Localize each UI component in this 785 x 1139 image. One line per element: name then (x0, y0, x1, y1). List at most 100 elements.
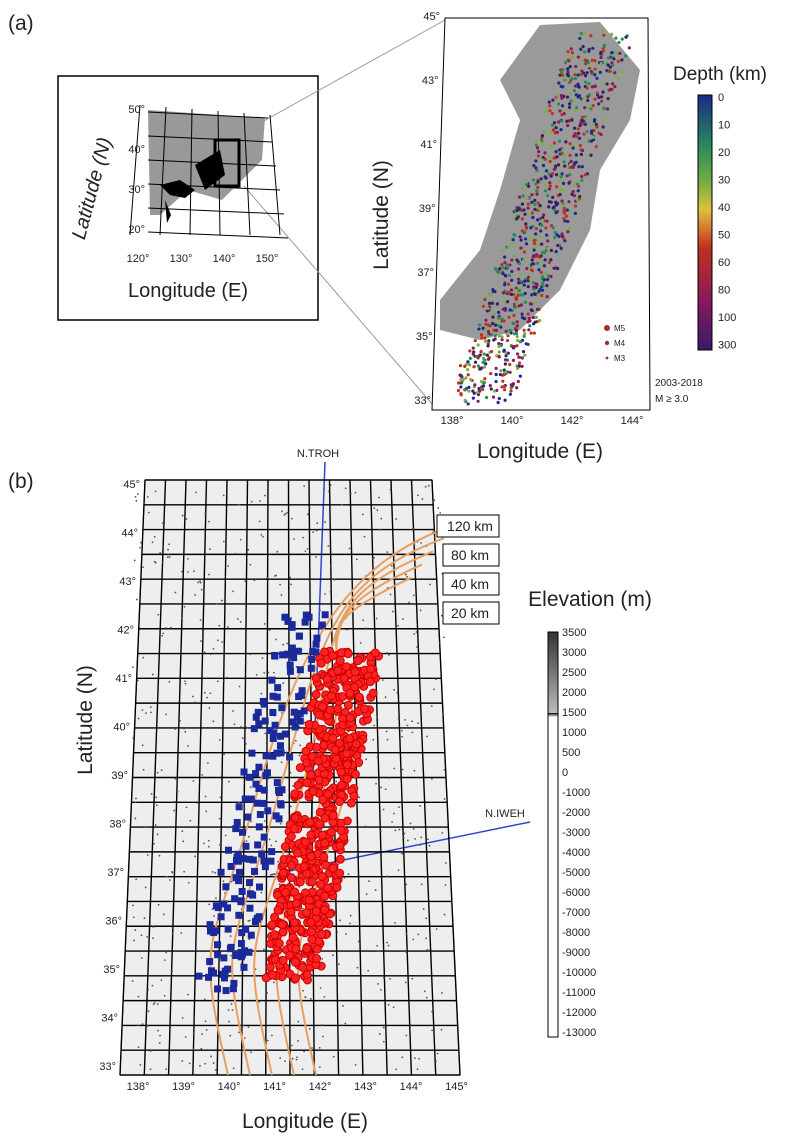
event-dot (489, 372, 492, 375)
event-dot (528, 324, 531, 327)
event-dot (555, 185, 558, 188)
event-dot (484, 319, 487, 322)
terrain-dot (431, 1011, 433, 1013)
lon-label: 138° (127, 1081, 150, 1093)
event-dot (606, 82, 609, 85)
terrain-dot (250, 786, 252, 788)
event-dot (611, 82, 614, 85)
station-marker (196, 973, 203, 980)
event-marker (323, 675, 331, 683)
event-marker (329, 812, 337, 820)
legend-symbol (606, 357, 609, 360)
event-dot (614, 37, 617, 40)
terrain-dot (204, 651, 206, 653)
event-dot (566, 67, 569, 70)
event-dot (533, 203, 536, 206)
event-dot (467, 386, 470, 389)
event-dot (607, 64, 610, 67)
lat-label: 44° (121, 528, 138, 540)
terrain-dot (368, 880, 370, 882)
event-dot (487, 330, 490, 333)
event-dot (515, 326, 518, 329)
event-dot (567, 200, 570, 203)
event-dot (512, 314, 515, 317)
note: 2003-2018 (655, 378, 703, 389)
event-dot (566, 230, 569, 233)
event-dot (590, 132, 593, 135)
terrain-dot (444, 798, 446, 800)
event-dot (560, 97, 563, 100)
terrain-dot (385, 788, 387, 790)
event-marker (306, 818, 314, 826)
event-dot (487, 358, 490, 361)
terrain-dot (386, 652, 388, 654)
terrain-dot (154, 561, 156, 563)
event-dot (574, 109, 577, 112)
terrain-dot (143, 769, 145, 771)
event-dot (515, 302, 518, 305)
station-marker (287, 668, 294, 675)
event-dot (483, 365, 486, 368)
terrain-dot (401, 736, 403, 738)
terrain-dot (169, 556, 171, 558)
event-dot (540, 177, 543, 180)
terrain-dot (332, 954, 334, 956)
event-dot (545, 169, 548, 172)
terrain-dot (365, 758, 367, 760)
terrain-dot (210, 653, 212, 655)
event-dot (601, 82, 604, 85)
terrain-dot (321, 958, 323, 960)
terrain-dot (205, 811, 207, 813)
terrain-dot (193, 1017, 195, 1019)
station-marker (244, 814, 251, 821)
event-dot (483, 377, 486, 380)
terrain-dot (165, 1068, 167, 1070)
event-dot (540, 224, 543, 227)
terrain-dot (171, 970, 173, 972)
terrain-dot (388, 654, 390, 656)
contour-label: 120 km (447, 518, 493, 534)
event-dot (524, 222, 527, 225)
event-dot (568, 119, 571, 122)
event-marker (287, 874, 295, 882)
event-dot (594, 85, 597, 88)
event-dot (493, 389, 496, 392)
terrain-dot (323, 996, 325, 998)
station-marker (292, 723, 299, 730)
event-dot (486, 344, 489, 347)
event-dot (457, 389, 460, 392)
station-marker (220, 900, 227, 907)
station-marker (270, 735, 277, 742)
terrain-dot (323, 487, 325, 489)
event-dot (566, 174, 569, 177)
terrain-dot (162, 632, 164, 634)
terrain-dot (244, 876, 246, 878)
event-dot (499, 373, 502, 376)
terrain-dot (241, 1051, 243, 1053)
terrain-dot (251, 501, 253, 503)
event-dot (486, 335, 489, 338)
station-label: N.IWEH (485, 808, 525, 820)
terrain-dot (186, 518, 188, 520)
terrain-dot (382, 679, 384, 681)
event-dot (506, 267, 509, 270)
station-marker (225, 926, 232, 933)
event-dot (500, 338, 503, 341)
event-dot (568, 154, 571, 157)
terrain-dot (319, 1066, 321, 1068)
event-dot (545, 109, 548, 112)
terrain-dot (253, 579, 255, 581)
event-marker (327, 692, 335, 700)
event-dot (526, 197, 529, 200)
event-marker (308, 878, 316, 886)
event-dot (571, 146, 574, 149)
event-dot (564, 61, 567, 64)
terrain-dot (221, 641, 223, 643)
event-dot (548, 154, 551, 157)
event-dot (582, 97, 585, 100)
terrain-dot (174, 728, 176, 730)
lon-label: 145° (445, 1081, 468, 1093)
terrain-dot (443, 637, 445, 639)
lat-label: 20° (128, 224, 145, 236)
terrain-dot (150, 1050, 152, 1052)
